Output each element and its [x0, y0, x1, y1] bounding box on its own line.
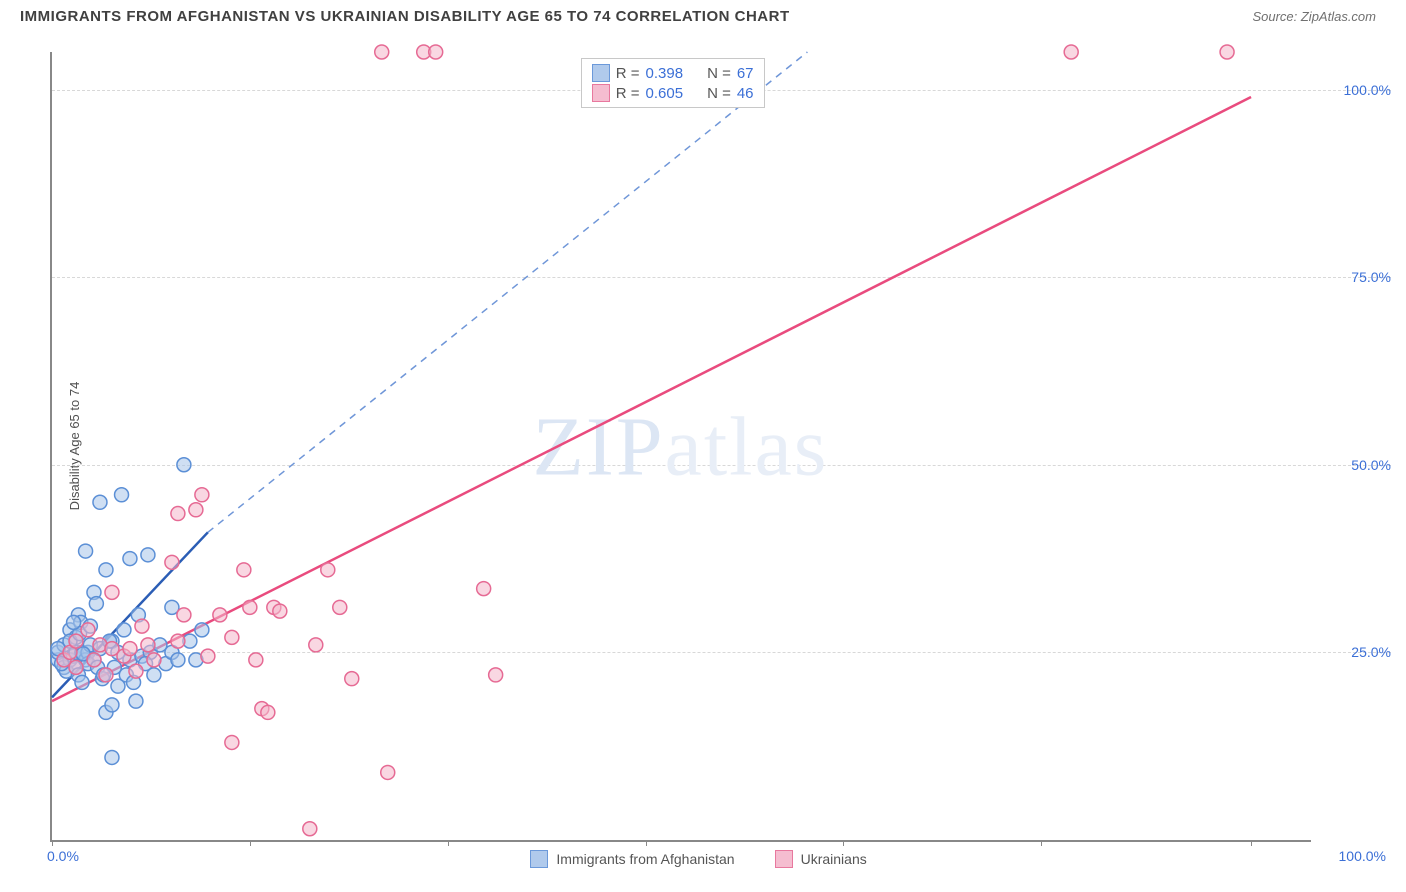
chart-area: ZIPatlas Disability Age 65 to 74 R = 0.3…	[50, 52, 1311, 842]
legend-n-value: 46	[737, 85, 754, 102]
legend-r-value: 0.605	[646, 85, 684, 102]
scatter-svg	[52, 52, 1311, 840]
x-tick-min: 0.0%	[47, 848, 79, 864]
series-legend-label: Ukrainians	[801, 851, 867, 867]
legend-row: R = 0.605 N = 46	[592, 83, 754, 103]
x-tick-mark	[52, 840, 53, 846]
x-tick-mark	[448, 840, 449, 846]
series-legend: Immigrants from Afghanistan Ukrainians	[530, 850, 866, 868]
legend-swatch	[530, 850, 548, 868]
y-tick-label: 50.0%	[1351, 457, 1391, 473]
plot-area: Disability Age 65 to 74 R = 0.398N = 67R…	[50, 52, 1311, 842]
x-tick-max: 100.0%	[1339, 848, 1386, 864]
legend-swatch	[592, 64, 610, 82]
legend-row: R = 0.398 N = 67	[592, 63, 754, 83]
legend-r-label: R =	[616, 85, 640, 102]
y-tick-label: 100.0%	[1344, 82, 1391, 98]
header: IMMIGRANTS FROM AFGHANISTAN VS UKRAINIAN…	[0, 0, 1406, 29]
x-tick-mark	[646, 840, 647, 846]
legend-r-label: R =	[616, 65, 640, 82]
legend-n-value: 67	[737, 65, 754, 82]
legend-swatch	[775, 850, 793, 868]
legend-swatch	[592, 84, 610, 102]
legend-n-label: N =	[707, 65, 731, 82]
source-attribution: Source: ZipAtlas.com	[1252, 9, 1376, 24]
x-tick-mark	[1251, 840, 1252, 846]
x-tick-mark	[250, 840, 251, 846]
series-legend-label: Immigrants from Afghanistan	[556, 851, 734, 867]
x-tick-mark	[1041, 840, 1042, 846]
legend-r-value: 0.398	[646, 65, 684, 82]
series-legend-item: Immigrants from Afghanistan	[530, 850, 734, 868]
legend-n-label: N =	[707, 85, 731, 102]
y-tick-label: 25.0%	[1351, 644, 1391, 660]
chart-title: IMMIGRANTS FROM AFGHANISTAN VS UKRAINIAN…	[20, 8, 790, 25]
correlation-legend: R = 0.398 N = 67 R = 0.605 N = 46	[581, 58, 765, 108]
y-tick-label: 75.0%	[1351, 269, 1391, 285]
series-legend-item: Ukrainians	[775, 850, 867, 868]
x-tick-mark	[843, 840, 844, 846]
